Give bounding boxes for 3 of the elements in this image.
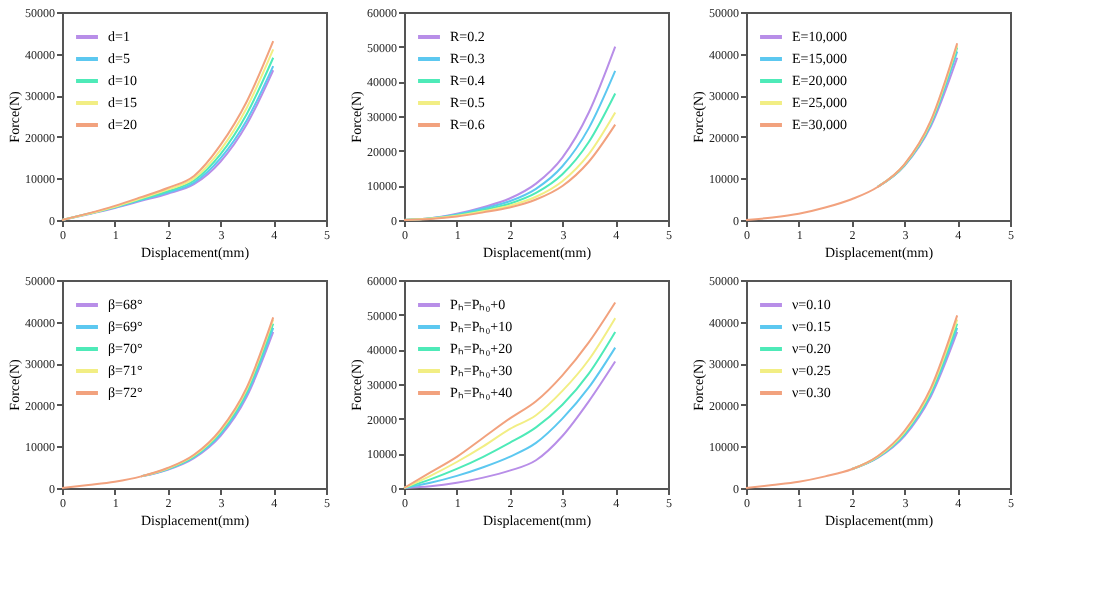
line-series: [745, 42, 959, 221]
line-series: [745, 314, 959, 489]
line-series: [61, 316, 275, 489]
